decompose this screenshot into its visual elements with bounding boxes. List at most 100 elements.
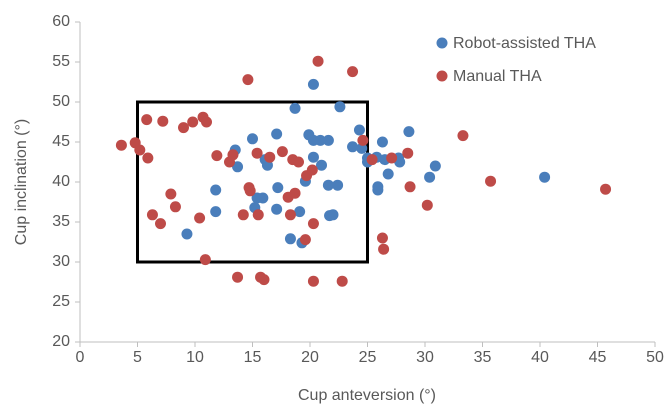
- point: [178, 122, 189, 134]
- point: [386, 152, 398, 164]
- legend-marker: [436, 37, 448, 49]
- y-tick-label: 60: [52, 13, 70, 30]
- y-axis-label: Cup inclination (°): [13, 119, 30, 245]
- y-tick-label: 30: [52, 253, 70, 270]
- point: [155, 218, 166, 230]
- point: [232, 161, 244, 173]
- x-tick-label: 45: [589, 349, 607, 366]
- point: [366, 154, 378, 166]
- point: [210, 206, 222, 218]
- x-tick-label: 10: [186, 349, 204, 366]
- x-tick-label: 20: [301, 349, 319, 366]
- point: [284, 233, 296, 245]
- y-tick-label: 50: [52, 93, 70, 110]
- y-tick-label: 45: [52, 133, 70, 150]
- point: [194, 212, 206, 224]
- point: [334, 101, 346, 113]
- point: [403, 126, 415, 138]
- x-tick-label: 0: [76, 349, 85, 366]
- point: [307, 275, 319, 287]
- point: [404, 181, 416, 193]
- point: [210, 184, 222, 196]
- point: [382, 168, 394, 180]
- point: [115, 139, 127, 151]
- point: [306, 164, 318, 176]
- legend-marker: [436, 70, 448, 82]
- point: [187, 116, 199, 128]
- point: [307, 218, 319, 230]
- point: [457, 130, 469, 142]
- point: [485, 175, 497, 187]
- point: [252, 209, 264, 221]
- y-tick-label: 40: [52, 173, 70, 190]
- point: [312, 55, 324, 67]
- point: [314, 134, 326, 146]
- point: [347, 66, 359, 78]
- point: [322, 179, 334, 191]
- point: [272, 182, 284, 194]
- point: [322, 134, 334, 146]
- x-tick-label: 40: [531, 349, 549, 366]
- x-axis-label: Cup anteversion (°): [298, 387, 436, 404]
- point: [242, 74, 254, 86]
- point: [146, 209, 158, 221]
- point: [376, 232, 388, 244]
- y-tick-label: 55: [52, 53, 70, 70]
- x-tick-label: 50: [646, 349, 664, 366]
- point: [276, 146, 288, 158]
- point: [347, 141, 359, 153]
- point: [134, 144, 146, 156]
- point: [289, 102, 301, 114]
- point: [539, 171, 551, 183]
- legend-label: Robot-assisted THA: [453, 35, 596, 52]
- point: [165, 188, 177, 200]
- point: [299, 234, 311, 246]
- x-tick-label: 25: [359, 349, 377, 366]
- point: [211, 150, 223, 162]
- point: [142, 152, 154, 164]
- point: [141, 114, 153, 126]
- point: [237, 209, 249, 221]
- point: [402, 147, 414, 159]
- point: [316, 159, 327, 171]
- point: [257, 192, 269, 204]
- region-box: [136, 100, 369, 264]
- point: [289, 187, 301, 199]
- point: [264, 151, 276, 163]
- point: [294, 206, 306, 218]
- point: [258, 274, 270, 286]
- point: [181, 228, 193, 240]
- point: [247, 133, 258, 145]
- point: [357, 134, 369, 146]
- point: [376, 136, 388, 148]
- point: [244, 185, 256, 197]
- point: [332, 179, 344, 191]
- point: [232, 271, 244, 283]
- point: [271, 128, 283, 140]
- point: [227, 149, 239, 161]
- point: [429, 160, 441, 172]
- point: [201, 116, 212, 128]
- point: [251, 147, 263, 159]
- point: [271, 203, 283, 215]
- x-tick-label: 35: [474, 349, 492, 366]
- point: [424, 171, 436, 183]
- point: [353, 124, 365, 136]
- x-tick-label: 30: [416, 349, 434, 366]
- point: [307, 78, 319, 90]
- point: [327, 209, 339, 221]
- y-tick-label: 25: [52, 293, 70, 310]
- point: [293, 156, 304, 168]
- point: [157, 115, 169, 127]
- point: [600, 183, 612, 195]
- x-tick-label: 5: [133, 349, 142, 366]
- y-tick-label: 20: [52, 333, 70, 350]
- point: [199, 254, 211, 266]
- x-tick-label: 15: [244, 349, 262, 366]
- point: [421, 199, 433, 211]
- point: [336, 275, 348, 287]
- point: [169, 201, 181, 213]
- point: [372, 184, 384, 196]
- y-tick-label: 35: [52, 213, 70, 230]
